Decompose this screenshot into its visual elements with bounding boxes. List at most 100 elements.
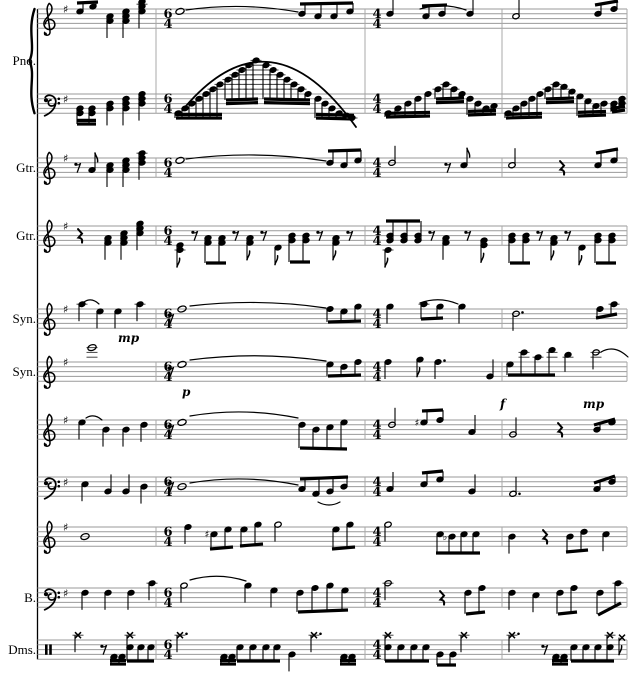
bass-clef-icon bbox=[43, 94, 61, 117]
notehead[interactable] bbox=[175, 7, 185, 16]
time-signature-denominator: 4 bbox=[372, 535, 381, 550]
time-signature-denominator: 4 bbox=[163, 428, 172, 443]
eighth-rest[interactable] bbox=[167, 366, 175, 377]
quarter-rest[interactable] bbox=[556, 422, 564, 438]
slur bbox=[185, 60, 357, 128]
rest-stroke bbox=[556, 422, 564, 438]
slur bbox=[189, 301, 327, 309]
quarter-rest[interactable] bbox=[558, 160, 566, 176]
notehead-x[interactable] bbox=[74, 631, 82, 639]
beam bbox=[594, 0, 619, 7]
augmentation-dot bbox=[443, 359, 446, 362]
time-signature-numerator: 4 bbox=[372, 638, 381, 653]
x-stroke bbox=[310, 631, 318, 639]
rest-stroke bbox=[438, 590, 446, 606]
x-stroke bbox=[384, 631, 392, 639]
rest-slash bbox=[169, 424, 175, 435]
eighth-rest[interactable] bbox=[232, 230, 240, 241]
eighth-flag bbox=[618, 645, 623, 656]
eighth-rest[interactable] bbox=[536, 230, 544, 241]
eighth-rest[interactable] bbox=[191, 230, 199, 241]
eighth-rest[interactable] bbox=[316, 230, 324, 241]
eighth-flag bbox=[550, 250, 555, 261]
eighth-rest[interactable] bbox=[428, 230, 436, 241]
notehead-x[interactable] bbox=[618, 634, 626, 642]
beam bbox=[467, 108, 497, 113]
key-signature-sharp: ♯ bbox=[63, 521, 68, 534]
instrument-label-syn: Syn. bbox=[12, 311, 36, 326]
eighth-rest[interactable] bbox=[444, 162, 452, 173]
quarter-rest[interactable] bbox=[76, 228, 84, 244]
time-signature-denominator: 4 bbox=[163, 166, 172, 181]
eighth-rest[interactable] bbox=[167, 424, 175, 435]
eighth-rest[interactable] bbox=[541, 644, 549, 655]
beam bbox=[299, 446, 348, 451]
beam bbox=[421, 408, 444, 413]
beam bbox=[597, 601, 622, 617]
time-signature-denominator: 4 bbox=[163, 102, 172, 117]
treble-clef-icon bbox=[43, 520, 56, 555]
rest-slash bbox=[262, 230, 268, 241]
notehead[interactable] bbox=[80, 532, 90, 541]
clef-path bbox=[43, 477, 57, 500]
time-signature-numerator: 4 bbox=[372, 92, 381, 107]
slur bbox=[419, 5, 467, 11]
eighth-flag bbox=[176, 257, 181, 268]
notehead[interactable] bbox=[175, 156, 185, 165]
clef-dot bbox=[43, 550, 47, 554]
eighth-rest[interactable] bbox=[167, 481, 175, 492]
eighth-rest[interactable] bbox=[100, 644, 108, 655]
slur bbox=[419, 299, 459, 305]
notehead[interactable] bbox=[87, 343, 97, 352]
beam bbox=[565, 548, 589, 554]
beam bbox=[505, 111, 543, 116]
time-signature-numerator: 6 bbox=[163, 156, 172, 171]
time-signature-numerator: 6 bbox=[163, 586, 172, 601]
eighth-rest[interactable] bbox=[167, 313, 175, 324]
quarter-rest[interactable] bbox=[541, 529, 549, 545]
eighth-rest[interactable] bbox=[346, 230, 354, 241]
eighth-rest[interactable] bbox=[74, 162, 82, 173]
notehead[interactable] bbox=[177, 360, 187, 369]
x-stroke bbox=[460, 631, 468, 639]
dynamic-marking: p bbox=[182, 385, 191, 399]
eighth-flag bbox=[274, 255, 279, 266]
clef-dot bbox=[57, 591, 61, 595]
time-signature-numerator: 4 bbox=[372, 475, 381, 490]
eighth-flag bbox=[246, 250, 251, 261]
treble-clef-icon bbox=[43, 302, 56, 337]
eighth-rest[interactable] bbox=[260, 230, 268, 241]
time-signature-denominator: 4 bbox=[372, 428, 381, 443]
eighth-flag bbox=[332, 250, 337, 261]
time-signature-denominator: 4 bbox=[372, 166, 381, 181]
notehead-x[interactable] bbox=[176, 631, 184, 639]
treble-clef-icon bbox=[43, 413, 56, 448]
notehead[interactable] bbox=[177, 418, 187, 427]
time-signature-denominator: 4 bbox=[372, 485, 381, 500]
time-signature-numerator: 6 bbox=[163, 92, 172, 107]
beam bbox=[595, 312, 618, 320]
instrument-label-gtr: Gtr. bbox=[16, 228, 36, 243]
time-signature-numerator: 6 bbox=[163, 224, 172, 239]
instrument-label-b: B. bbox=[24, 590, 36, 605]
notehead-x[interactable] bbox=[384, 631, 392, 639]
clef-path bbox=[43, 219, 56, 254]
notehead-x[interactable] bbox=[310, 631, 318, 639]
quarter-rest[interactable] bbox=[438, 590, 446, 606]
notehead-x[interactable] bbox=[126, 631, 134, 639]
notehead[interactable] bbox=[177, 482, 187, 491]
beam bbox=[385, 114, 431, 119]
notehead-x[interactable] bbox=[460, 631, 468, 639]
notehead[interactable] bbox=[177, 305, 187, 313]
notehead-x[interactable] bbox=[508, 631, 516, 639]
time-signature-numerator: 6 bbox=[163, 525, 172, 540]
eighth-rest[interactable] bbox=[564, 230, 572, 241]
rest-slash bbox=[169, 481, 175, 492]
eighth-rest[interactable] bbox=[464, 230, 472, 241]
notehead-x[interactable] bbox=[606, 631, 614, 639]
beam bbox=[239, 542, 264, 548]
